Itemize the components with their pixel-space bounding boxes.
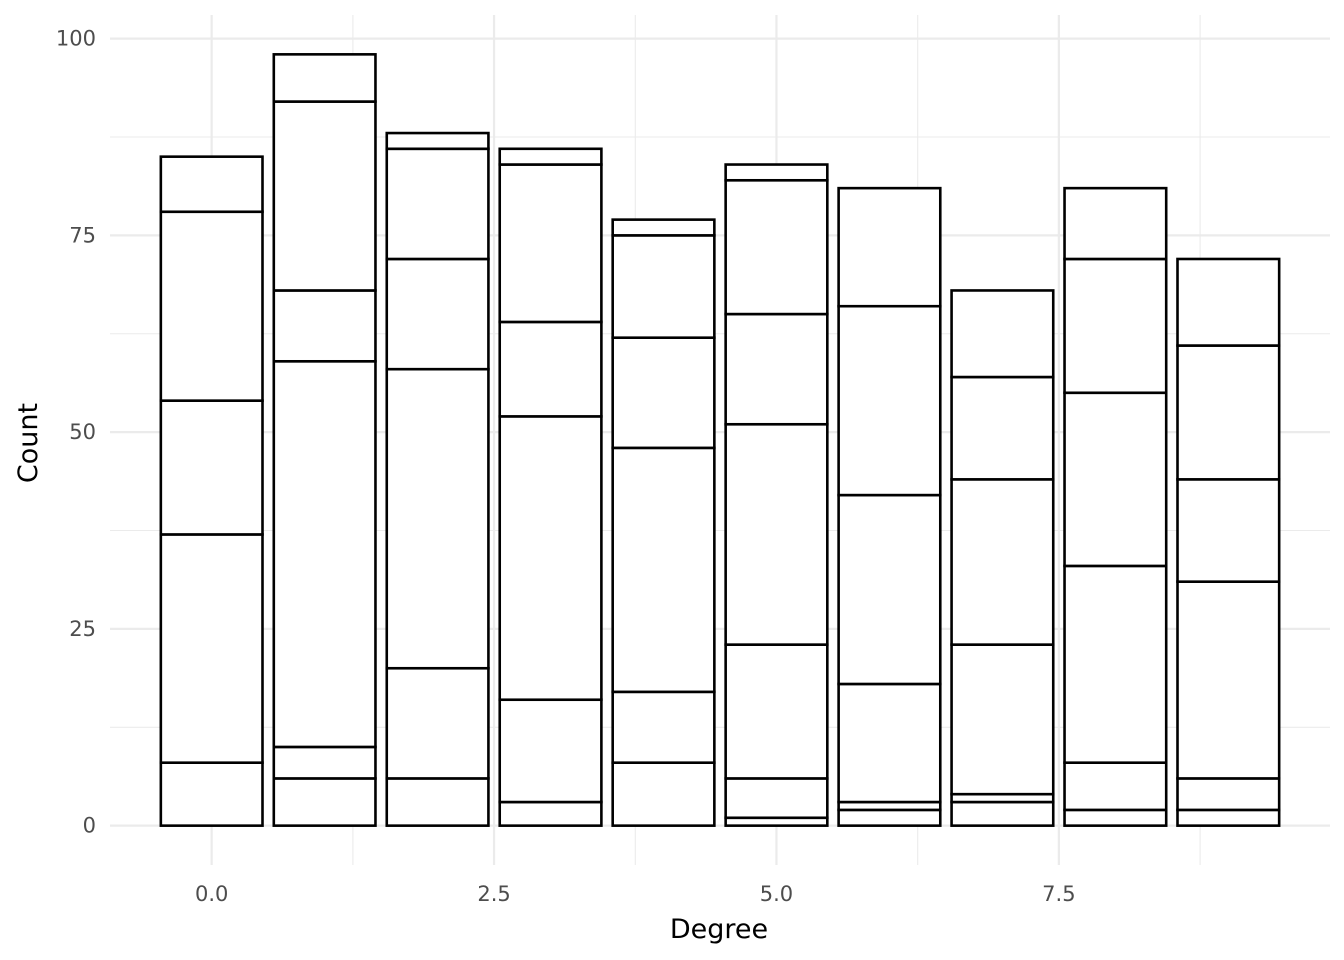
bar-segment — [950, 643, 1055, 796]
bar-segment — [837, 186, 942, 308]
bar-segment — [272, 359, 377, 749]
y-tick-label: 75 — [69, 223, 96, 247]
bar-segment — [724, 777, 829, 820]
bar-segment — [837, 682, 942, 804]
bar-segment — [837, 808, 942, 827]
bars — [159, 53, 1281, 827]
bar-segment — [385, 257, 490, 371]
bar-segment — [272, 289, 377, 363]
bar-segment — [1063, 257, 1168, 395]
bar-segment — [611, 336, 716, 450]
bar-stack-0 — [159, 155, 264, 827]
bar-segment — [1176, 478, 1281, 583]
bar-segment — [1063, 391, 1168, 568]
bar-stack-6 — [837, 186, 942, 827]
y-tick-label: 25 — [69, 617, 96, 641]
bar-stack-3 — [498, 147, 603, 827]
bar-segment — [498, 800, 603, 827]
bar-segment — [1176, 777, 1281, 812]
x-tick-label: 5.0 — [760, 882, 793, 906]
bar-segment — [724, 643, 829, 780]
y-tick-label: 100 — [56, 27, 96, 51]
bar-segment — [1063, 186, 1168, 261]
bar-segment — [385, 777, 490, 827]
x-axis-title: Degree — [670, 914, 768, 945]
bar-stack-9 — [1176, 257, 1281, 827]
bar-segment — [724, 163, 829, 182]
bar-segment — [498, 163, 603, 324]
bar-segment — [1063, 761, 1168, 812]
bar-segment — [272, 745, 377, 780]
bar-segment — [498, 320, 603, 418]
y-tick-label: 0 — [83, 814, 96, 838]
bar-segment — [385, 367, 490, 670]
bar-segment — [1176, 808, 1281, 827]
x-axis-tick-labels: 0.0 2.5 5.0 7.5 — [195, 882, 1076, 906]
bar-segment — [272, 777, 377, 827]
bar-segment — [1176, 257, 1281, 347]
bar-segment — [611, 234, 716, 339]
y-tick-label: 50 — [69, 420, 96, 444]
bar-stack-7 — [950, 289, 1055, 827]
bar-segment — [272, 100, 377, 292]
bar-segment — [385, 666, 490, 780]
bar-stack-8 — [1063, 186, 1168, 827]
bar-segment — [1176, 344, 1281, 481]
bar-segment — [837, 493, 942, 686]
bar-segment — [385, 147, 490, 261]
bar-segment — [950, 800, 1055, 827]
y-axis-title: Count — [13, 403, 44, 483]
bar-segment — [950, 289, 1055, 379]
bar-segment — [1176, 580, 1281, 780]
bar-segment — [837, 304, 942, 497]
bar-segment — [498, 415, 603, 702]
x-tick-label: 2.5 — [477, 882, 510, 906]
bar-stack-1 — [272, 53, 377, 827]
bar-stack-2 — [385, 131, 490, 827]
bar-segment — [724, 312, 829, 426]
bar-segment — [159, 399, 264, 536]
bar-segment — [724, 178, 829, 316]
bar-segment — [611, 761, 716, 827]
bar-segment — [950, 478, 1055, 646]
bar-segment — [1063, 808, 1168, 827]
bar-segment — [385, 131, 490, 151]
x-tick-label: 7.5 — [1042, 882, 1075, 906]
bar-segment — [724, 422, 829, 646]
bar-segment — [611, 690, 716, 764]
bar-stack-4 — [611, 218, 716, 827]
x-tick-label: 0.0 — [195, 882, 228, 906]
bar-segment — [611, 446, 716, 694]
bar-segment — [498, 147, 603, 166]
bar-segment — [159, 761, 264, 827]
bar-segment — [159, 533, 264, 764]
bar-segment — [611, 218, 716, 237]
bar-segment — [498, 698, 603, 804]
bar-segment — [950, 375, 1055, 481]
bar-segment — [272, 53, 377, 103]
bar-segment — [159, 210, 264, 402]
bar-stack-5 — [724, 163, 829, 827]
bar-segment — [159, 155, 264, 214]
bar-segment — [1063, 564, 1168, 764]
y-axis-tick-labels: 0 25 50 75 100 — [56, 27, 96, 838]
